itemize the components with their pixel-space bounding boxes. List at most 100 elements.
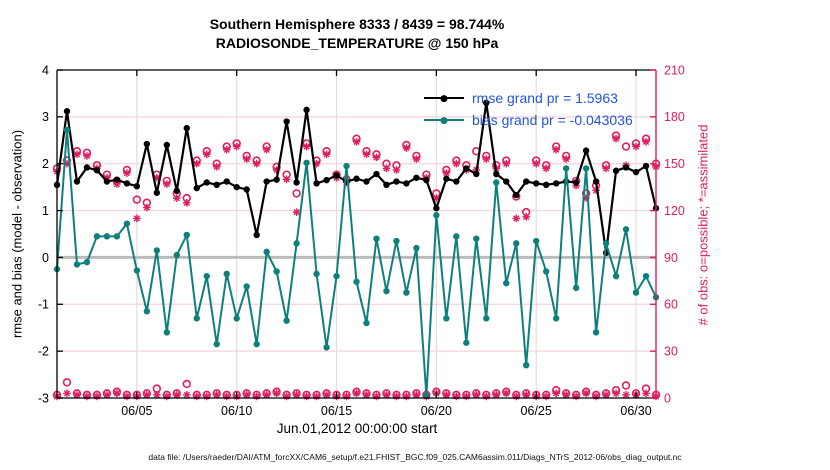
rmse-point (453, 178, 460, 185)
rmse-point (642, 162, 650, 170)
rmse-point (513, 191, 520, 199)
bias-point (572, 284, 580, 292)
rmse-point (223, 178, 230, 185)
obs-possible-marker (631, 139, 641, 148)
bias-point (483, 315, 490, 322)
obs-possible-marker (102, 170, 112, 179)
obs-possible-marker (172, 389, 182, 398)
y-axis-label-right: # of obs: o=possible; *=assimilated (695, 124, 711, 326)
bias-point (243, 283, 250, 290)
rmse-point (73, 178, 81, 185)
bias-point (183, 231, 190, 239)
bias-point (552, 315, 560, 322)
y-tick-label-left: 2 (42, 157, 49, 171)
y-tick-label-left: 4 (42, 63, 49, 77)
bias-point (622, 226, 630, 233)
x-tick-label: 06/10 (221, 404, 252, 418)
obs-possible-marker (561, 151, 571, 161)
rmse-point (313, 180, 320, 187)
obs-possible-marker (442, 165, 451, 175)
bias-point (582, 165, 590, 172)
obs-possible-marker (611, 131, 621, 140)
bias-point (333, 272, 340, 280)
obs-possible-marker (292, 189, 301, 198)
obs-possible-marker (242, 389, 251, 398)
obs-possible-marker (581, 189, 591, 198)
obs-possible-marker (352, 134, 361, 143)
obs-possible-marker (432, 189, 441, 198)
legend: rmse grand pr = 1.5963 bias grand pr = -… (424, 88, 633, 129)
obs-possible-marker (162, 176, 172, 186)
bias-point (83, 258, 91, 266)
bias-point (513, 240, 520, 247)
rmse-point (253, 231, 260, 239)
rmse-point (383, 181, 390, 188)
obs-possible-marker (212, 389, 221, 398)
obs-possible-marker (212, 159, 221, 168)
bias-point (353, 278, 360, 285)
rmse-point (153, 189, 161, 196)
bias-point (413, 244, 420, 252)
y-tick-label-left: 3 (42, 110, 49, 124)
obs-possible-marker (132, 195, 142, 204)
bias-point (383, 287, 390, 295)
rmse-point (552, 180, 560, 187)
y-tick-label-left: -2 (38, 345, 49, 359)
obs-possible-marker (262, 142, 271, 151)
obs-possible-marker (352, 387, 361, 396)
legend-label-rmse: rmse grand pr = 1.5963 (472, 89, 618, 106)
bias-point (423, 392, 430, 399)
obs-possible-marker (522, 207, 531, 217)
obs-possible-marker (402, 140, 411, 150)
marker-stroke (513, 215, 520, 222)
obs-possible-marker (541, 161, 551, 170)
rmse-point (473, 170, 480, 178)
obs-possible-marker (222, 142, 231, 151)
bias-point (233, 315, 240, 322)
y-tick-label-right: 150 (664, 157, 685, 171)
obs-possible-marker (272, 387, 281, 396)
rmse-point (443, 175, 450, 182)
obs-possible-marker (472, 389, 481, 398)
obs-possible-marker (322, 147, 331, 156)
y-tick-label-right: 90 (664, 251, 678, 265)
x-tick-label: 06/25 (521, 404, 552, 418)
x-tick-label: 06/15 (321, 404, 352, 418)
rmse-point (133, 183, 141, 190)
obs-possible-marker (322, 389, 331, 398)
obs-possible-marker (392, 161, 401, 170)
obs-assimilated-marker (512, 214, 521, 223)
obs-possible-marker (362, 147, 371, 156)
bias-point (253, 340, 260, 348)
rmse-point (293, 179, 300, 186)
legend-label-bias: bias grand pr = -0.043036 (472, 111, 633, 128)
rmse-point (233, 183, 240, 191)
bias-point (393, 237, 400, 245)
y-tick-label-left: -1 (38, 298, 49, 312)
rmse-point (113, 176, 121, 183)
obs-possible-marker (182, 193, 191, 203)
obs-possible-marker (362, 389, 371, 398)
bias-point (533, 237, 540, 245)
rmse-point (582, 147, 590, 154)
obs-possible-marker (262, 389, 271, 398)
marker-stroke (153, 391, 161, 399)
y-tick-label-left: 0 (42, 251, 49, 265)
rmse-point (273, 176, 280, 183)
rmse-point (612, 167, 620, 174)
obs-possible-marker (641, 384, 651, 393)
bias-point (273, 268, 280, 275)
bias-point (313, 270, 320, 278)
rmse-point (193, 184, 200, 192)
data-file-footer: data file: /Users/raeder/DAI/ATM_forcXX/… (148, 452, 682, 462)
marker-stroke (183, 391, 190, 399)
x-tick-label: 06/20 (421, 404, 452, 418)
rmse-point (303, 106, 310, 114)
y-tick-label-left: -3 (38, 391, 49, 405)
y-tick-label-right: 60 (664, 298, 678, 312)
bias-point (592, 329, 600, 336)
marker-stroke (622, 391, 630, 399)
bias-point (133, 267, 141, 274)
rmse-point (572, 179, 580, 186)
rmse-line-sample (424, 94, 464, 102)
